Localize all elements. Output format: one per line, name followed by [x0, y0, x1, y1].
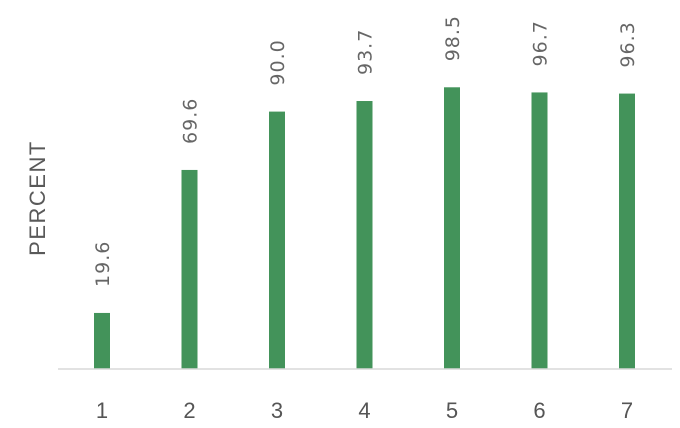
- x-tick-label-3: 3: [271, 398, 283, 423]
- bar-2: [181, 169, 198, 369]
- data-label-5: 98.5: [442, 15, 464, 61]
- bar-4: [356, 101, 373, 369]
- x-tick-label-4: 4: [358, 398, 370, 423]
- data-label-4: 93.7: [355, 29, 377, 75]
- x-tick-label-5: 5: [446, 398, 458, 423]
- data-label-3: 90.0: [267, 39, 289, 85]
- data-labels: 19.6 69.6 90.0 93.7 98.5 96.7 96.3: [92, 15, 639, 287]
- x-tick-label-6: 6: [533, 398, 545, 423]
- x-tick-label-1: 1: [96, 398, 108, 423]
- bars-group: [94, 87, 635, 370]
- x-tick-labels: 1 2 3 4 5 6 7: [96, 398, 633, 423]
- data-label-7: 96.3: [617, 21, 639, 67]
- x-tick-label-2: 2: [183, 398, 195, 423]
- data-label-2: 69.6: [180, 98, 202, 144]
- bar-1: [94, 312, 110, 369]
- x-tick-label-7: 7: [621, 398, 633, 423]
- bar-3: [269, 111, 285, 369]
- bar-5: [444, 87, 460, 369]
- y-axis-title: PERCENT: [25, 140, 50, 256]
- data-label-6: 96.7: [530, 20, 552, 66]
- bar-7: [619, 93, 635, 369]
- data-label-1: 19.6: [92, 241, 114, 287]
- bar-6: [531, 92, 548, 370]
